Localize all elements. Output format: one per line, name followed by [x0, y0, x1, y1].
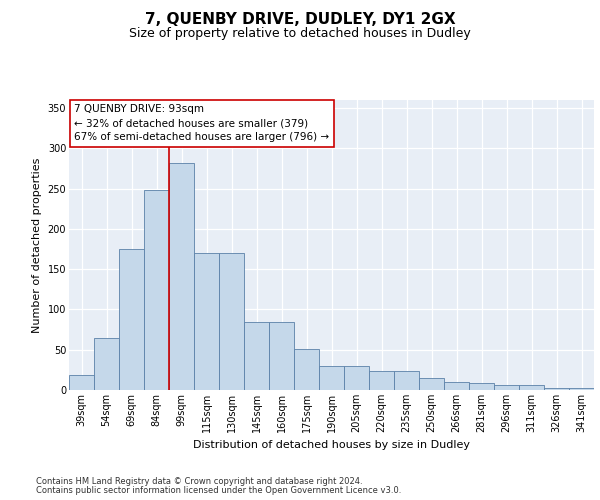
Bar [519, 385, 544, 390]
Bar [469, 383, 494, 390]
Bar [119, 249, 144, 390]
Bar [294, 349, 319, 390]
Bar [419, 378, 444, 390]
Bar [494, 385, 519, 390]
Y-axis label: Number of detached properties: Number of detached properties [32, 158, 42, 332]
Bar [219, 253, 244, 390]
Text: 7, QUENBY DRIVE, DUDLEY, DY1 2GX: 7, QUENBY DRIVE, DUDLEY, DY1 2GX [145, 12, 455, 28]
Bar [394, 372, 419, 390]
Bar [194, 253, 219, 390]
Bar [569, 388, 594, 390]
Text: Contains HM Land Registry data © Crown copyright and database right 2024.: Contains HM Land Registry data © Crown c… [36, 477, 362, 486]
Bar [94, 338, 119, 390]
Bar [319, 366, 344, 390]
Bar [369, 372, 394, 390]
Bar [544, 388, 569, 390]
Bar [344, 366, 369, 390]
X-axis label: Distribution of detached houses by size in Dudley: Distribution of detached houses by size … [193, 440, 470, 450]
Bar [244, 322, 269, 390]
Bar [169, 163, 194, 390]
Text: Size of property relative to detached houses in Dudley: Size of property relative to detached ho… [129, 28, 471, 40]
Text: Contains public sector information licensed under the Open Government Licence v3: Contains public sector information licen… [36, 486, 401, 495]
Bar [69, 374, 94, 390]
Bar [444, 382, 469, 390]
Bar [144, 190, 169, 390]
Text: 7 QUENBY DRIVE: 93sqm
← 32% of detached houses are smaller (379)
67% of semi-det: 7 QUENBY DRIVE: 93sqm ← 32% of detached … [74, 104, 329, 142]
Bar [269, 322, 294, 390]
